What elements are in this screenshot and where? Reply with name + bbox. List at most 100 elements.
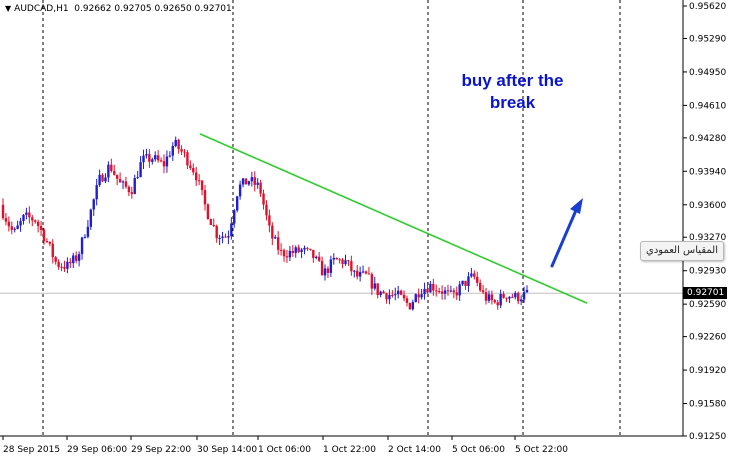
candle-body (358, 272, 362, 277)
candle-body (455, 292, 458, 296)
candle-body (347, 260, 350, 262)
candle-body (200, 180, 204, 191)
candle-body (429, 283, 432, 293)
candle-body (394, 294, 397, 296)
vertical-scale-tooltip: المقياس العمودي (640, 241, 724, 261)
candle-body (282, 250, 286, 257)
candle-body (253, 177, 256, 185)
candle-body (98, 174, 101, 186)
candle-body (115, 174, 119, 179)
candle-body (145, 154, 148, 156)
candle-body (101, 174, 104, 182)
candle-body (121, 181, 125, 183)
candle-body (268, 215, 271, 226)
candle-body (48, 241, 52, 244)
candle-body (367, 273, 371, 275)
candle-body (54, 257, 57, 262)
candle-body (408, 303, 412, 310)
candle-body (271, 225, 274, 239)
candle-body (496, 302, 499, 306)
candle-body (484, 292, 488, 301)
candle-body (303, 247, 306, 250)
candle-body (218, 237, 221, 239)
candle-body (402, 294, 406, 299)
candle-body (212, 225, 215, 227)
candle-body (165, 156, 169, 167)
x-tick-label: 29 Sep 22:00 (131, 445, 191, 455)
candle-body (297, 247, 300, 252)
buy-arrow-shaft (550, 206, 579, 268)
current-price-tag: 0.92701 (683, 287, 727, 299)
dropdown-triangle-icon[interactable]: ▼ (5, 4, 12, 13)
candle-body (19, 221, 22, 226)
candle-body (449, 290, 453, 292)
candle-body (31, 217, 34, 221)
candle-body (124, 181, 128, 187)
candle-body (511, 296, 514, 298)
candle-body (473, 273, 476, 277)
candle-body (203, 190, 207, 205)
candle-body (80, 237, 84, 255)
candle-body (499, 293, 502, 306)
y-tick-label: 0.95620 (689, 2, 726, 12)
candle-body (379, 291, 382, 296)
candle-body (209, 219, 213, 226)
candle-body (344, 260, 347, 265)
y-tick-label: 0.93940 (689, 167, 726, 177)
candle-body (350, 261, 353, 272)
candle-body (274, 237, 277, 239)
candle-body (25, 212, 28, 215)
candle-body (288, 250, 292, 258)
candle-body (206, 204, 210, 220)
candle-body (74, 255, 78, 261)
candle-body (493, 300, 496, 303)
candle-body (385, 293, 388, 300)
candle-body (34, 220, 37, 222)
candle-body (28, 212, 31, 218)
candle-body (437, 290, 441, 292)
candle-body (110, 164, 113, 172)
candle-body (177, 139, 180, 150)
candle-body (481, 290, 485, 293)
candle-body (338, 259, 341, 261)
candle-body (168, 155, 172, 157)
candle-body (306, 247, 309, 249)
candle-body (323, 268, 327, 276)
annotation-line-2: break (489, 93, 536, 112)
y-tick-label: 0.94280 (689, 134, 726, 144)
candle-body (356, 270, 359, 277)
candle-body (490, 294, 494, 301)
candle-body (189, 165, 192, 169)
candle-body (113, 171, 116, 175)
candle-body (341, 259, 344, 265)
candle-body (180, 149, 183, 152)
candle-body (250, 177, 254, 182)
candle-body (156, 155, 160, 161)
candle-body (326, 268, 330, 273)
plot-area (0, 0, 683, 436)
candle-body (133, 178, 136, 194)
candle-body (60, 266, 63, 268)
candle-body (446, 290, 450, 292)
candle-body (171, 146, 174, 156)
candle-body (192, 168, 195, 173)
candle-body (262, 193, 265, 205)
y-tick-label: 0.94610 (689, 101, 726, 111)
candle-body (276, 237, 280, 250)
candle-body (514, 292, 517, 298)
candle-body (69, 261, 72, 264)
candle-body (256, 182, 259, 185)
candle-body (10, 226, 13, 230)
candle-body (4, 218, 8, 222)
candle-body (16, 225, 19, 229)
annotation-line-1: buy after the (461, 71, 564, 90)
x-tick-label: 1 Oct 22:00 (323, 445, 376, 455)
candle-body (329, 259, 333, 273)
candle-body (294, 247, 297, 253)
candle-body (51, 243, 54, 258)
candle-body (92, 199, 95, 210)
candle-body (315, 256, 318, 258)
candle-body (376, 283, 379, 296)
candle-body (279, 249, 283, 251)
